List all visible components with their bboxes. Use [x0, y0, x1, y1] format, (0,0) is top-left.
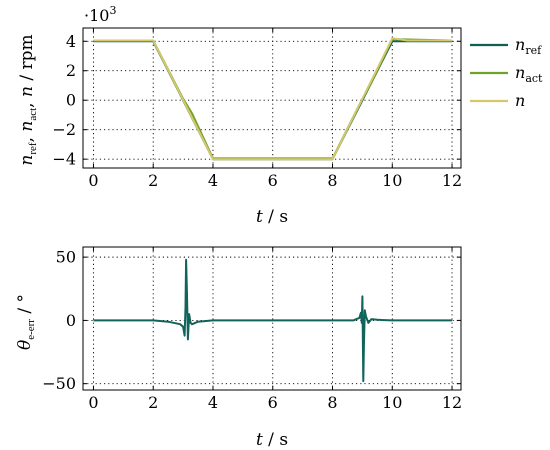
x-tick-label: 12: [442, 393, 462, 412]
y-tick-label: 4: [66, 32, 76, 51]
x-tick-label: 6: [268, 171, 278, 190]
x-tick-label: 12: [442, 171, 462, 190]
speed-plot-frame: [82, 27, 462, 169]
speed-y-axis-label: nref, nact, n / rpm: [17, 34, 39, 165]
error-y-axis-label: θe-err / °: [15, 294, 37, 350]
series-line-plain-2: [93, 37, 452, 161]
x-tick-label: 4: [208, 393, 218, 412]
y-tick-label: −4: [52, 150, 76, 169]
y-tick-label: 2: [66, 61, 76, 80]
series-line-plain-0: [93, 258, 452, 383]
x-tick-label: 10: [382, 393, 402, 412]
y-tick-label: −2: [52, 120, 76, 139]
y-multiplier: ·103: [84, 4, 116, 25]
x-tick-label: 4: [208, 171, 218, 190]
legend-label: nact: [515, 63, 543, 85]
x-tick-label: 2: [148, 393, 158, 412]
series-line-act: [93, 38, 453, 160]
error-plot: 0 2 4 6 8 10 12 −50 0 50 t / s θe-err / °: [15, 246, 462, 450]
x-tick-label: 8: [327, 171, 337, 190]
x-tick-label: 10: [382, 171, 402, 190]
x-tick-label: 0: [88, 393, 98, 412]
speed-legend: nref nact n: [470, 35, 543, 110]
speed-plot-grid: [83, 28, 461, 168]
legend-label: n: [515, 91, 525, 110]
y-tick-label: 0: [66, 91, 76, 110]
error-plot-ticks: 0 2 4 6 8 10 12 −50 0 50: [42, 247, 462, 412]
y-tick-label: 0: [66, 311, 76, 330]
x-tick-label: 8: [327, 393, 337, 412]
y-tick-label: 50: [56, 248, 76, 267]
error-plot-frame: [82, 246, 462, 391]
y-tick-label: −50: [42, 374, 76, 393]
speed-x-axis-label: t / s: [256, 207, 288, 227]
error-plot-series: [93, 258, 452, 383]
legend-label: nref: [515, 35, 542, 57]
speed-plot: 0 2 4 6 8 10 12 −4 −2 0 2 4 ·103 t / s nref, nact, …: [17, 4, 543, 227]
error-plot-grid: [83, 247, 461, 390]
x-tick-label: 0: [88, 171, 98, 190]
speed-plot-ticks: 0 2 4 6 8 10 12 −4 −2 0 2 4: [52, 28, 462, 190]
x-tick-label: 2: [148, 171, 158, 190]
error-x-axis-label: t / s: [256, 430, 288, 450]
speed-plot-series: [93, 37, 453, 161]
x-tick-label: 6: [268, 393, 278, 412]
